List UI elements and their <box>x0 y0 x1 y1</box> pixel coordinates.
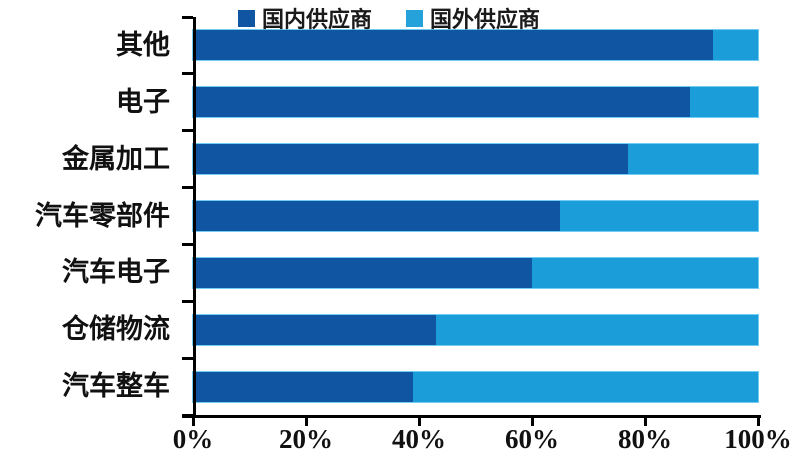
bar-segment-foreign <box>413 371 758 402</box>
y-axis-tick <box>182 413 193 417</box>
stacked-bar <box>193 257 758 288</box>
x-axis-tick <box>191 417 195 426</box>
category-band: 电子 <box>116 74 758 131</box>
bar-segment-domestic <box>193 30 713 61</box>
legend-label-domestic: 国内供应商 <box>262 7 373 32</box>
x-axis-tick-label: 0% <box>172 424 214 454</box>
x-axis-tick <box>643 417 647 426</box>
stacked-bar <box>193 371 758 402</box>
category-band: 汽车零部件 <box>35 188 758 245</box>
x-axis-tick <box>756 417 760 426</box>
category-band: 其他 <box>116 17 758 74</box>
stacked-bar <box>193 314 758 345</box>
category-label: 汽车零部件 <box>35 200 170 231</box>
y-axis-tick <box>182 356 193 360</box>
x-axis-tick-label: 100% <box>724 424 792 454</box>
bar-segment-domestic <box>193 87 691 118</box>
legend-item-foreign: 国外供应商 <box>406 2 540 34</box>
x-axis-tick-label: 40% <box>392 424 446 454</box>
category-label: 金属加工 <box>62 143 170 174</box>
bar-segment-domestic <box>193 371 414 402</box>
category-band: 汽车电子 <box>62 244 758 301</box>
bar-segment-domestic <box>193 257 532 288</box>
x-axis-tick-label: 60% <box>505 424 559 454</box>
bar-segment-foreign <box>435 314 758 345</box>
bar-segment-domestic <box>193 144 629 175</box>
category-band: 汽车整车 <box>62 358 758 415</box>
stacked-bar <box>193 144 758 175</box>
category-label: 汽车电子 <box>62 257 170 288</box>
y-axis-tick <box>182 186 193 190</box>
stacked-bar <box>193 200 758 231</box>
category-label: 电子 <box>116 86 170 117</box>
y-axis-line <box>193 17 196 415</box>
x-axis-tick <box>304 417 308 426</box>
x-axis-tick-label: 20% <box>279 424 333 454</box>
y-axis-tick <box>182 129 193 133</box>
bar-segment-foreign <box>532 257 758 288</box>
legend-label-foreign: 国外供应商 <box>430 7 541 32</box>
legend-swatch-foreign-icon <box>406 9 424 27</box>
category-label: 其他 <box>116 30 170 60</box>
plot-area: 其他电子金属加工汽车零部件汽车电子仓储物流汽车整车 <box>35 15 761 426</box>
bar-segment-domestic <box>193 314 436 345</box>
bar-segment-foreign <box>560 200 758 231</box>
legend-item-domestic: 国内供应商 <box>238 2 372 34</box>
x-axis-tick-label: 80% <box>618 424 672 454</box>
category-band: 金属加工 <box>62 131 758 188</box>
bar-segment-foreign <box>628 144 758 175</box>
x-axis-line <box>182 415 761 418</box>
x-axis-tick <box>417 417 421 426</box>
bar-segment-foreign <box>690 87 758 118</box>
y-axis-tick <box>182 72 193 76</box>
y-axis-tick <box>182 242 193 246</box>
stacked-bar <box>193 30 758 61</box>
category-label: 汽车整车 <box>62 371 170 402</box>
y-axis-tick <box>182 15 193 19</box>
bar-segment-domestic <box>193 200 561 231</box>
category-label: 仓储物流 <box>62 314 170 345</box>
bar-segment-foreign <box>712 30 758 61</box>
x-axis-labels: 0% 20% 40% 60% 80% 100% <box>173 424 792 462</box>
legend-swatch-domestic-icon <box>238 9 255 27</box>
legend: 国内供应商 国外供应商 <box>238 2 540 34</box>
stacked-bar <box>193 87 758 118</box>
category-band: 仓储物流 <box>62 301 758 358</box>
x-axis-tick <box>530 417 534 426</box>
y-axis-tick <box>182 299 193 303</box>
